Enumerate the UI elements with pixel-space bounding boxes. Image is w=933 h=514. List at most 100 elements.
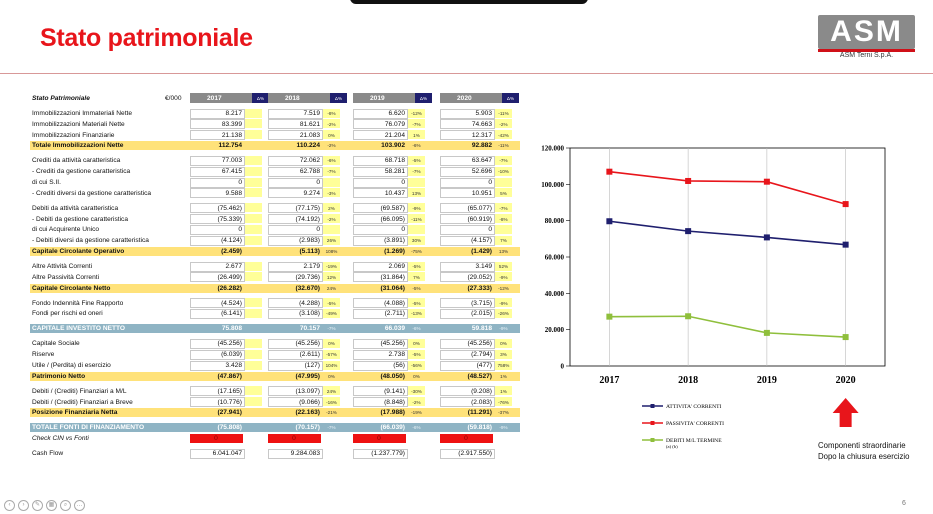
row-label: Immobilizzazioni Immateriali Nette xyxy=(32,110,133,117)
change-box xyxy=(408,166,425,176)
row-value: (22.163) xyxy=(295,409,320,417)
series-line xyxy=(609,170,846,205)
value-box xyxy=(353,130,408,141)
row-value: 0 xyxy=(316,179,320,186)
change-box xyxy=(245,298,262,308)
change-box xyxy=(495,119,512,129)
value-box xyxy=(268,166,323,177)
row-change: -7% xyxy=(327,425,336,431)
pen-icon[interactable]: ✎ xyxy=(32,500,43,511)
year-header-bar xyxy=(268,93,330,103)
row-change: 0% xyxy=(328,132,335,138)
row-value: 21.083 xyxy=(299,131,320,139)
highlight-row-band xyxy=(30,324,520,334)
change-box xyxy=(408,203,425,213)
zoom-icon[interactable]: ⌕ xyxy=(60,500,71,511)
value-box xyxy=(440,308,495,319)
more-icon[interactable]: … xyxy=(74,500,85,511)
row-value: 62.788 xyxy=(299,168,320,176)
row-change: -26% xyxy=(498,311,509,317)
year-header: 2017 xyxy=(207,95,222,102)
next-icon[interactable]: › xyxy=(18,500,29,511)
value-box xyxy=(190,360,245,371)
value-box xyxy=(440,177,495,188)
row-value: (11.291) xyxy=(467,409,492,417)
y-tick-label: 0 xyxy=(561,363,565,371)
row-value: 68.718 xyxy=(384,157,405,165)
value-box xyxy=(440,188,495,199)
row-value: 83.399 xyxy=(221,120,242,128)
change-box xyxy=(495,272,512,282)
row-label: Fondo Indennità Fine Rapporto xyxy=(32,299,124,307)
pct-header-bar xyxy=(415,93,432,103)
change-box xyxy=(323,130,340,140)
slides-icon[interactable]: ▦ xyxy=(46,500,57,511)
prev-icon[interactable]: ‹ xyxy=(4,500,15,511)
row-value: 0 xyxy=(401,226,405,234)
row-change: -6% xyxy=(412,326,421,332)
liabilities-line-chart: 0 20.000 40.000 60.000 80.000 100.000 120.000 2… xyxy=(541,145,886,449)
value-box xyxy=(190,166,245,177)
row-label: Capitale Circolante Netto xyxy=(32,284,111,292)
value-box xyxy=(353,386,408,397)
value-box xyxy=(268,130,323,141)
change-box xyxy=(323,397,340,407)
change-box xyxy=(323,155,340,165)
data-point xyxy=(763,178,770,185)
row-label: Crediti da attività caratteristica xyxy=(32,157,121,165)
row-value: 2.069 xyxy=(388,263,405,270)
change-box xyxy=(408,261,425,271)
data-point xyxy=(685,228,692,235)
value-box xyxy=(268,119,323,130)
change-box xyxy=(245,108,262,118)
value-box xyxy=(190,397,245,408)
data-point xyxy=(763,234,770,241)
change-box xyxy=(323,298,340,308)
row-label: di cui S.II. xyxy=(32,179,61,186)
change-box xyxy=(245,272,262,282)
row-change: -11% xyxy=(498,143,509,149)
year-header: 2020 xyxy=(457,95,472,102)
value-box xyxy=(268,349,323,360)
row-change: 7% xyxy=(500,238,507,244)
value-box xyxy=(353,397,408,408)
row-change: -9% xyxy=(499,326,508,332)
row-value: (2.459) xyxy=(221,248,242,255)
pct-header: Δ% xyxy=(419,96,428,101)
value-box xyxy=(353,108,408,119)
change-box xyxy=(323,261,340,271)
change-box xyxy=(323,308,340,318)
value-box xyxy=(190,119,245,130)
row-value: 112.754 xyxy=(218,142,242,150)
row-value: 0 xyxy=(316,226,320,234)
change-box xyxy=(323,214,340,224)
title-divider xyxy=(0,73,933,74)
year-header-bar xyxy=(353,93,415,103)
row-value: (10.776) xyxy=(217,398,242,406)
value-box xyxy=(190,386,245,397)
change-box xyxy=(495,214,512,224)
chart-annotation: Componenti straordinarie Dopo la chiusur… xyxy=(818,440,909,462)
row-change: 108% xyxy=(325,249,338,254)
row-value: (45.256) xyxy=(380,340,405,348)
row-value: 9.274 xyxy=(303,189,320,197)
row-value: (6.141) xyxy=(221,310,242,318)
row-value: 52.696 xyxy=(471,168,492,176)
total-row-band xyxy=(30,141,520,151)
value-box xyxy=(353,235,408,246)
row-value: (59.818) xyxy=(467,424,492,432)
value-box xyxy=(440,224,495,235)
row-label: Check CIN vs Fonti xyxy=(32,435,89,443)
change-box xyxy=(245,224,262,234)
value-box xyxy=(353,272,408,283)
row-change: -5% xyxy=(412,158,421,164)
row-label: di cui Acquirente Unico xyxy=(32,226,100,234)
row-label: Capitale Circolante Operativo xyxy=(32,248,125,255)
value-box xyxy=(440,155,495,166)
row-value: 3.149 xyxy=(475,263,492,270)
row-change: 24% xyxy=(326,388,337,394)
row-change: 52% xyxy=(498,264,509,269)
row-value: 76.079 xyxy=(384,120,405,128)
row-change: -8% xyxy=(327,111,336,116)
change-box xyxy=(408,272,425,282)
